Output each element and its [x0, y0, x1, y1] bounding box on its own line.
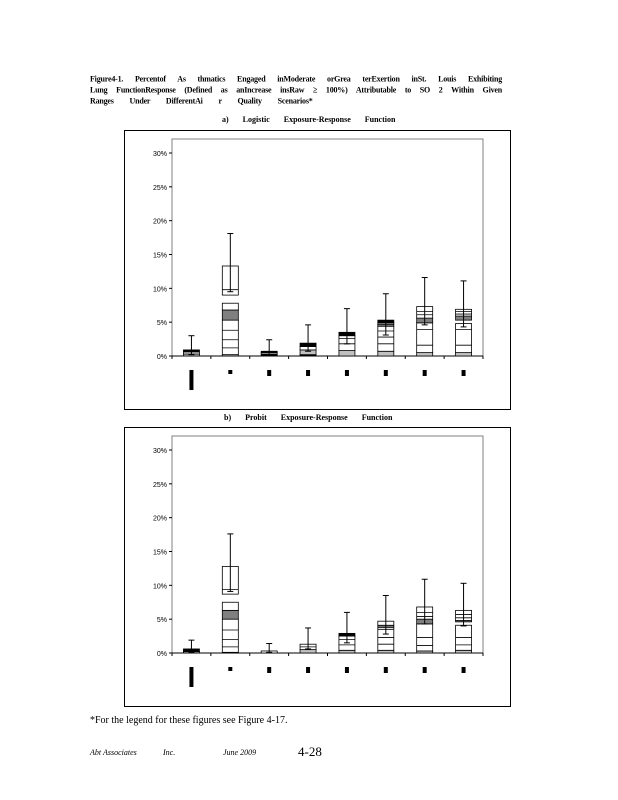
y-tick-label: 0% [157, 354, 167, 361]
y-tick-label: 20% [153, 219, 167, 226]
x-category-label-mark [189, 370, 194, 390]
bar-segment [416, 352, 434, 357]
bar-segment [221, 609, 239, 620]
bar-segment [338, 649, 356, 654]
y-tick-label: 15% [153, 550, 167, 557]
caption-line-2: Lung FunctionResponse (Defined as anIncr… [90, 84, 502, 95]
plot-area [171, 435, 484, 654]
y-tick-label: 10% [153, 286, 167, 293]
y-tick-label: 0% [157, 651, 167, 658]
footer-inc: Inc. [163, 748, 176, 757]
bar-segment [221, 319, 239, 356]
chart-a-title: a) Logistic Exposure-Response Function [222, 115, 396, 124]
bar-segment [377, 649, 395, 654]
x-category-label-mark [383, 370, 388, 376]
x-category-label-mark [461, 667, 466, 673]
x-category-label-mark [306, 667, 311, 673]
x-category-label-mark [422, 667, 427, 673]
x-category-label-mark [422, 370, 427, 376]
footnote: *For the legend for these figures see Fi… [90, 715, 288, 726]
bar-segment [221, 618, 239, 653]
y-axis-label [135, 186, 139, 336]
footer-date: June 2009 [223, 748, 257, 757]
y-tick-label: 15% [153, 253, 167, 260]
x-category-label-mark [461, 370, 466, 376]
bar-segment [221, 302, 239, 311]
x-category-label-mark [267, 667, 272, 673]
footer-org: Abt Associates [90, 748, 137, 757]
x-category-label-mark [228, 370, 233, 374]
bar-segment [377, 350, 395, 357]
chart-b-title: b) Probit Exposure-Response Function [224, 413, 393, 422]
y-tick-label: 30% [153, 151, 167, 158]
y-axis-label [135, 483, 139, 633]
bar-segment [338, 350, 356, 357]
y-tick-label: 25% [153, 482, 167, 489]
y-tick-label: 20% [153, 516, 167, 523]
x-category-label-mark [383, 667, 388, 673]
y-tick-label: 5% [157, 617, 167, 624]
caption-line-1: Figure4-1. Percentof As thmatics Engaged… [90, 73, 502, 84]
bar-segment [455, 323, 472, 354]
y-tick-label: 25% [153, 185, 167, 192]
y-tick-label: 10% [153, 583, 167, 590]
chart-probit: 0% 5% 10% 15% 20% 25% 30% [124, 427, 511, 707]
x-category-label-mark [189, 667, 194, 687]
bar-segment [455, 352, 472, 357]
x-category-label-mark [344, 370, 349, 376]
caption-line-3: Ranges Under DifferentAi r Quality Scena… [90, 95, 313, 106]
page-number: 4-28 [298, 744, 322, 759]
y-tick-label: 5% [157, 320, 167, 327]
bar-segment [221, 309, 239, 321]
bar-segment [299, 649, 317, 654]
bar-segment [221, 601, 239, 611]
x-category-label-mark [228, 667, 233, 671]
plot-area [171, 138, 484, 357]
bar-segment [455, 649, 472, 654]
x-category-label-mark [344, 667, 349, 673]
x-category-label-mark [306, 370, 311, 376]
chart-logistic: 0% 5% 10% 15% 20% 25% 30% [124, 130, 511, 410]
x-category-label-mark [267, 370, 272, 376]
bar-segment [416, 322, 434, 354]
y-tick-label: 30% [153, 448, 167, 455]
